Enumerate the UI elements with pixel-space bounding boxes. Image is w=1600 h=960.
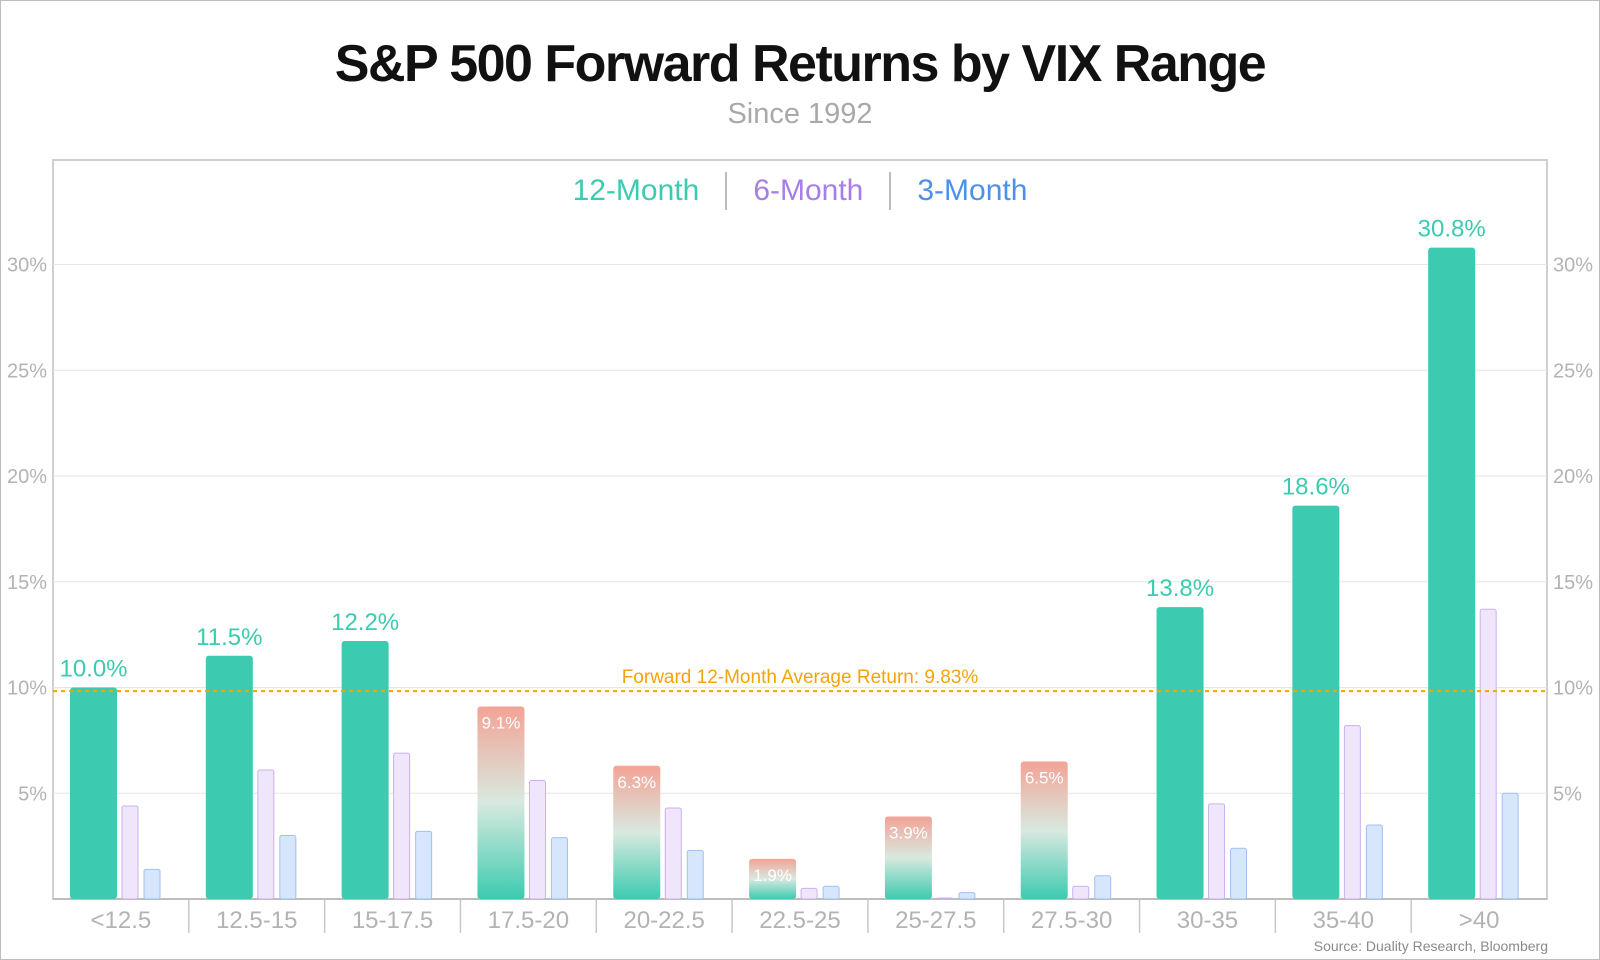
y-tick-label-left: 25% [7, 360, 47, 382]
chart-subtitle: Since 1992 [727, 98, 873, 130]
y-tick-label-right: 10% [1553, 678, 1593, 700]
y-tick-label-right: 25% [1553, 360, 1593, 382]
y-tick-label-left: 10% [7, 678, 47, 700]
bar-12-month [1020, 761, 1068, 899]
bar-3-month [1501, 792, 1519, 900]
y-tick-label-right: 20% [1553, 466, 1593, 488]
bar-3-month [686, 849, 704, 900]
y-tick-label-right: 30% [1553, 255, 1593, 277]
bar-3-month [822, 885, 840, 900]
x-tick-label: >40 [1459, 907, 1500, 934]
data-label-12-month: 30.8% [1418, 216, 1486, 243]
data-label-12-month: 1.9% [753, 866, 792, 885]
x-tick-label: 17.5-20 [488, 907, 569, 934]
data-label-12-month: 11.5% [196, 624, 262, 651]
x-tick-label: 22.5-25 [759, 907, 840, 934]
bar-3-month [550, 837, 568, 900]
bar-6-month [936, 897, 954, 900]
bar-3-month [415, 830, 433, 900]
data-label-12-month: 10.0% [59, 656, 127, 683]
bar-6-month [1208, 803, 1226, 900]
bar-12-month [749, 858, 797, 899]
bar-12-month [205, 655, 253, 899]
legend-item-6-month: 6-Month [753, 174, 864, 207]
data-label-12-month: 18.6% [1282, 474, 1350, 501]
bar-3-month [1365, 824, 1383, 900]
source-note: Source: Duality Research, Bloomberg [1313, 938, 1548, 954]
chart-title: S&P 500 Forward Returns by VIX Range [334, 35, 1267, 93]
data-label-12-month: 12.2% [331, 609, 399, 636]
bar-12-month [341, 640, 389, 899]
bar-12-month [884, 816, 932, 899]
bar-6-month [257, 769, 275, 900]
bar-6-month [664, 807, 682, 900]
data-label-12-month: 6.5% [1025, 769, 1064, 788]
x-tick-label: 20-22.5 [623, 907, 704, 934]
legend-item-12-month: 12-Month [572, 174, 700, 207]
x-tick-label: 30-35 [1177, 907, 1238, 934]
x-tick-label: 35-40 [1313, 907, 1374, 934]
bar-6-month [1343, 725, 1361, 900]
bar-12-month [1428, 247, 1476, 899]
bar-6-month [1072, 885, 1090, 900]
data-label-12-month: 6.3% [617, 773, 656, 792]
bar-6-month [393, 752, 411, 900]
bar-12-month [70, 687, 117, 899]
bar-3-month [1094, 875, 1112, 900]
bar-3-month [143, 868, 161, 900]
x-tick-label: 27.5-30 [1031, 907, 1112, 934]
legend-item-3-month: 3-Month [917, 174, 1028, 207]
bar-12-month [613, 765, 661, 899]
y-tick-label-left: 30% [7, 255, 47, 277]
bar-6-month [1479, 608, 1497, 900]
legend: 12-Month 6-Month 3-Month [0, 172, 1600, 210]
x-tick-label: 25-27.5 [895, 907, 976, 934]
bar-6-month [121, 805, 139, 900]
y-tick-label-left: 5% [18, 783, 47, 805]
bar-6-month [800, 887, 818, 900]
bar-3-month [958, 892, 976, 900]
bar-3-month [279, 835, 297, 900]
data-label-12-month: 3.9% [889, 824, 928, 843]
x-tick-label: <12.5 [91, 907, 152, 934]
x-tick-label: 12.5-15 [216, 907, 297, 934]
legend-separator [889, 172, 892, 210]
bar-3-month [1230, 847, 1248, 900]
bar-6-month [528, 780, 546, 900]
bar-12-month [1292, 505, 1340, 899]
y-tick-label-left: 15% [7, 572, 47, 594]
average-return-label: Forward 12-Month Average Return: 9.83% [622, 667, 979, 688]
data-label-12-month: 9.1% [482, 714, 521, 733]
y-tick-label-right: 5% [1553, 783, 1582, 805]
y-tick-label-left: 20% [7, 466, 47, 488]
bar-12-month [1156, 607, 1204, 899]
x-tick-label: 15-17.5 [352, 907, 433, 934]
legend-separator [725, 172, 728, 210]
data-label-12-month: 13.8% [1146, 575, 1214, 602]
y-tick-label-right: 15% [1553, 572, 1593, 594]
bar-12-month [477, 706, 525, 899]
